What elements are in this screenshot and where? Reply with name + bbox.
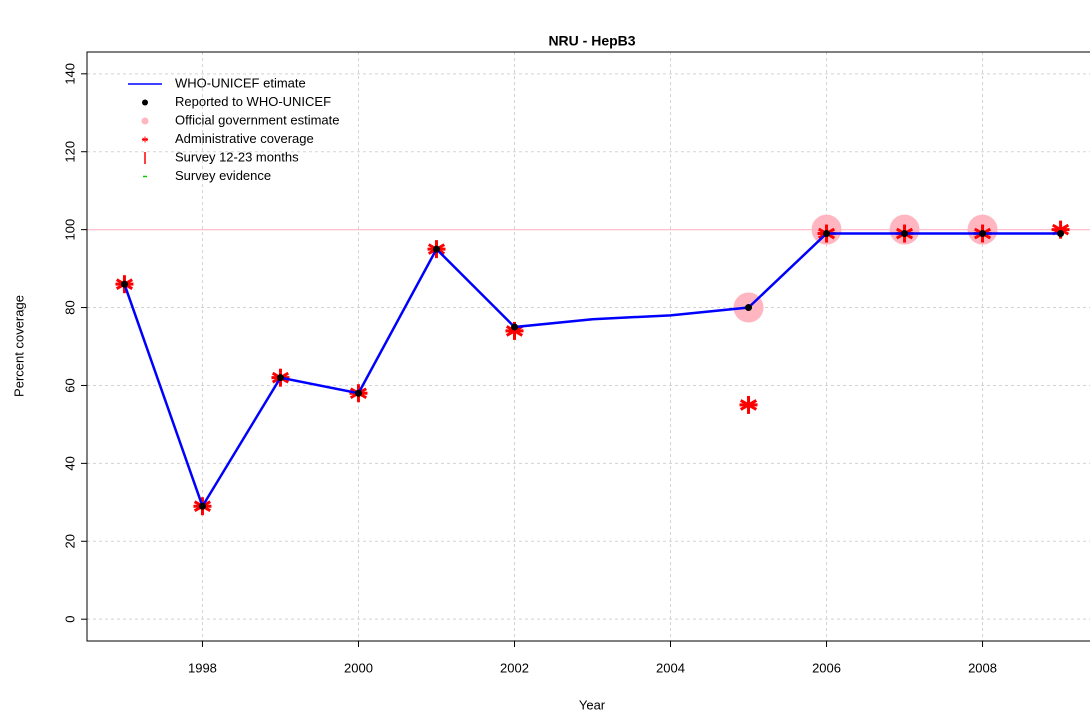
reported-point bbox=[120, 280, 128, 288]
x-tick-label: 2004 bbox=[656, 660, 685, 675]
reported-point bbox=[901, 230, 909, 238]
legend-label: Administrative coverage bbox=[175, 131, 314, 146]
legend-label: Survey evidence bbox=[175, 168, 271, 183]
y-tick-label: 40 bbox=[62, 456, 77, 470]
legend-entry: WHO-UNICEF etimate bbox=[128, 75, 306, 90]
legend-swatch bbox=[142, 99, 148, 106]
legend-label: Survey 12-23 months bbox=[175, 149, 299, 164]
legend-entry: Survey 12-23 months bbox=[144, 149, 299, 164]
y-tick-label: 80 bbox=[62, 300, 77, 314]
y-tick-label: 0 bbox=[62, 616, 77, 623]
reported-point bbox=[1057, 230, 1065, 238]
x-tick-label: 1998 bbox=[188, 660, 217, 675]
y-tick-label: 120 bbox=[62, 141, 77, 163]
x-tick-label: 2008 bbox=[968, 660, 997, 675]
y-tick-label: 60 bbox=[62, 378, 77, 392]
legend-swatch bbox=[142, 136, 148, 143]
reported-point bbox=[823, 230, 831, 238]
reported-point bbox=[276, 374, 284, 382]
estimate-line bbox=[123, 232, 1061, 510]
legend-label: WHO-UNICEF etimate bbox=[175, 75, 306, 90]
chart-title: NRU - HepB3 bbox=[548, 33, 635, 49]
y-tick-label: 140 bbox=[62, 63, 77, 85]
reported-point bbox=[354, 389, 362, 397]
x-tick-label: 2002 bbox=[500, 660, 529, 675]
legend-swatch bbox=[141, 117, 149, 125]
reported-point bbox=[979, 230, 987, 238]
admin-coverage-point bbox=[739, 395, 758, 414]
x-tick-label: 2000 bbox=[344, 660, 373, 675]
y-tick-label: 100 bbox=[62, 219, 77, 241]
legend-entry: Official government estimate bbox=[141, 112, 340, 127]
legend-label: Reported to WHO-UNICEF bbox=[175, 94, 331, 109]
reported-point bbox=[198, 502, 206, 510]
plot-frame bbox=[86, 51, 1090, 642]
x-axis-label: Year bbox=[579, 697, 606, 712]
legend-entry: Survey evidence bbox=[143, 168, 271, 183]
y-axis-label: Percent coverage bbox=[11, 295, 26, 397]
reported-point bbox=[432, 245, 440, 253]
legend-entry: Reported to WHO-UNICEF bbox=[142, 94, 331, 109]
legend-entry: Administrative coverage bbox=[142, 131, 314, 146]
reported-point bbox=[745, 304, 753, 312]
x-tick-label: 2006 bbox=[812, 660, 841, 675]
reported-point bbox=[510, 323, 518, 331]
y-tick-label: 20 bbox=[62, 534, 77, 548]
legend-label: Official government estimate bbox=[175, 112, 340, 127]
